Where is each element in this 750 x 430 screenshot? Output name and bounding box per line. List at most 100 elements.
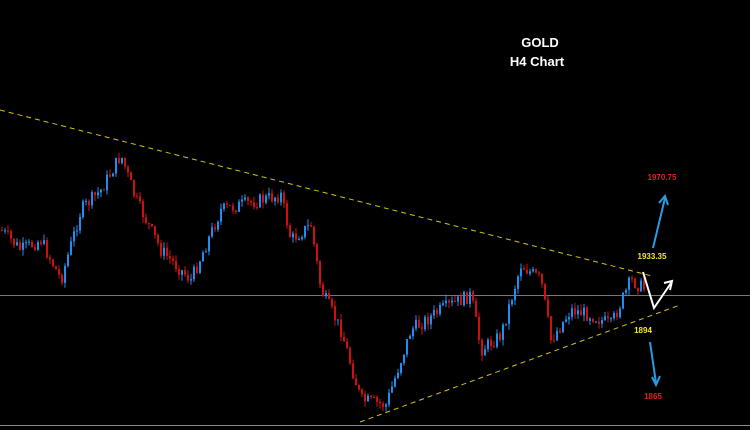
candle-body [577,310,579,315]
support-trendline [359,304,681,423]
candle-body [256,207,258,209]
candle-body [349,348,351,364]
candle-body [292,233,294,238]
candle-body [607,316,609,319]
candle-body [166,247,168,256]
candle-body [409,336,411,339]
candle-body [322,284,324,297]
candle-body [247,197,249,202]
candle-body [631,277,633,279]
candle-body [1,230,3,231]
candle-body [223,203,225,209]
candle-body [628,277,630,290]
candle-body [163,247,165,256]
candle-body [28,241,30,243]
candle-body [469,291,471,304]
candle-body [517,276,519,289]
candle-body [184,270,186,275]
candle-body [580,310,582,316]
candle-body [532,269,534,272]
candle-body [157,235,159,244]
candle-body [169,255,171,259]
candle-body [343,336,345,342]
candle-body [418,319,420,328]
candle-body [241,199,243,202]
candle-body [298,239,300,241]
candle-body [187,274,189,281]
candle-body [214,227,216,230]
candle-body [325,293,327,297]
candle-body [562,321,564,333]
candle-body [133,179,135,196]
candle-body [394,377,396,387]
candle-body [553,340,555,342]
candle-body [367,395,369,402]
candle-body [436,310,438,314]
candle-body [355,378,357,386]
candle-body [139,196,141,202]
candle-body [526,269,528,274]
candle-body [313,226,315,244]
candle-body [103,189,105,191]
candle-body [514,288,516,301]
candle-body [268,193,270,196]
candle-body [202,252,204,262]
candle-body [412,328,414,337]
candle-body [100,189,102,193]
candle-body [250,201,252,203]
candle-body [643,280,645,290]
candle-body [619,308,621,318]
candle-body [433,310,435,316]
candle-body [244,197,246,200]
candle-body [634,278,636,288]
candle-body [454,300,456,302]
candle-body [466,291,468,304]
candle-body [481,339,483,356]
candle-body [403,354,405,364]
candle-body [271,193,273,202]
candle-body [178,269,180,275]
candle-body [430,315,432,325]
arrow-up [652,194,669,249]
candle-body [415,319,417,329]
candle-body [115,157,117,174]
candle-body [406,338,408,355]
candle-body [493,346,495,348]
candle-body [361,389,363,394]
candle-body [40,242,42,244]
candle-body [559,331,561,333]
candle-body [25,242,27,244]
candle-body [547,299,549,317]
candle-body [385,404,387,407]
candle-body [616,312,618,318]
candle-body [79,216,81,231]
candle-body [334,306,336,321]
candle-body [625,289,627,293]
candle-body [442,303,444,305]
candle-body [52,259,54,267]
candle-body [181,270,183,275]
candle-body [424,316,426,330]
candle-body [55,266,57,270]
candle-body [379,401,381,404]
candle-body [283,192,285,204]
candle-body [22,242,24,250]
candle-body [520,268,522,277]
candle-body [64,265,66,283]
candle-body [613,312,615,319]
candle-body [574,308,576,315]
candle-body [19,242,21,250]
candle-body [535,269,537,273]
candles [1,152,645,412]
candle-body [304,225,306,238]
candle-body [421,327,423,330]
candle-body [400,363,402,373]
candle-body [205,251,207,253]
arrow-down [649,341,661,388]
candle-body [592,318,594,322]
candle-body [106,174,108,191]
candle-body [58,269,60,275]
candle-body [472,291,474,301]
candle-body [370,395,372,398]
candle-body [151,224,153,227]
